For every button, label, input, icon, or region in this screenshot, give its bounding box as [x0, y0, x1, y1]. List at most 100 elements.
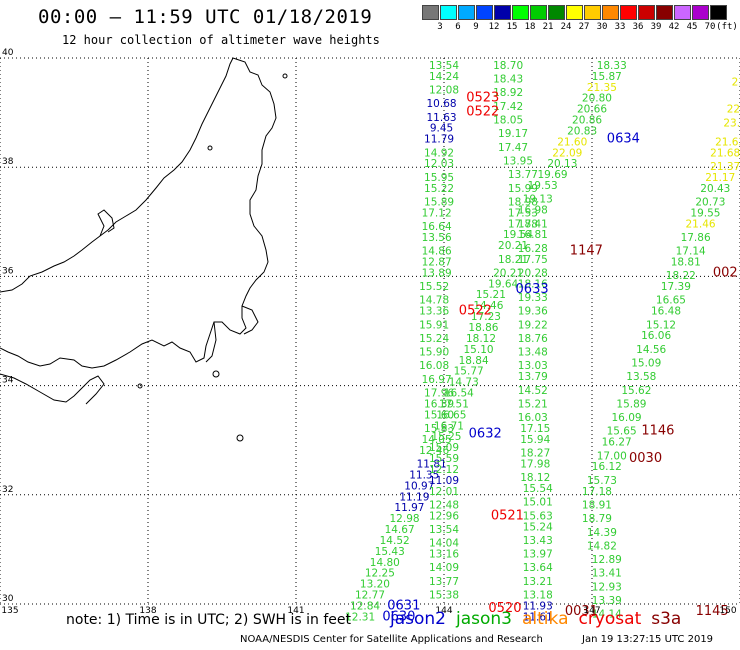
wave-height-value: 21.68	[710, 147, 740, 159]
pass-time-label: 0520	[488, 601, 521, 616]
wave-height-value: 15.99	[508, 183, 538, 195]
wave-height-value: 14.92	[424, 147, 454, 159]
wave-height-value: 22.09	[552, 147, 582, 159]
wave-height-value: 15.65	[607, 426, 637, 438]
wave-height-value: 18.43	[493, 74, 523, 86]
wave-height-value: 20.13	[547, 158, 577, 170]
wave-height-value: 15.62	[621, 385, 651, 397]
wave-height-value: 9.45	[430, 123, 453, 135]
wave-height-value: 21.35	[587, 82, 617, 94]
wave-height-value: 13.39	[592, 595, 622, 607]
wave-height-value: 21.17	[705, 172, 735, 184]
legend-tick-label: 21	[542, 22, 554, 32]
wave-height-value: 16.65	[656, 295, 686, 307]
wave-height-value: 13.48	[518, 347, 548, 359]
wave-height-value: 15.22	[424, 183, 454, 195]
wave-height-value: 14.39	[587, 527, 617, 539]
izu-peninsula	[205, 321, 217, 363]
legend-swatch	[494, 5, 511, 20]
wave-height-value: 14.24	[429, 71, 459, 83]
island-small-c	[137, 383, 143, 389]
wave-height-value: 16.64	[422, 221, 452, 233]
credit-line: NOAA/NESDIS Center for Satellite Applica…	[240, 634, 543, 645]
wave-height-value: 20.21	[498, 240, 528, 252]
wave-height-value: 12.46	[419, 445, 449, 457]
legend-swatch	[458, 5, 475, 20]
generation-timestamp: Jan 19 13:27:15 UTC 2019	[582, 634, 714, 645]
wave-height-value: 15.87	[592, 71, 622, 83]
wave-height-value: 16.06	[641, 330, 671, 342]
satellite-altika-label: altika	[522, 609, 569, 629]
wave-height-value: 17.12	[422, 207, 452, 219]
wave-height-value: 20.43	[700, 183, 730, 195]
wave-height-value: 15.21	[476, 289, 506, 301]
wave-height-value: 17.39	[661, 281, 691, 293]
wave-height-value: 12.12	[429, 464, 459, 476]
honshu-coastline	[0, 57, 277, 369]
wave-height-value: 14.56	[636, 344, 666, 356]
wave-height-value: 14.09	[429, 562, 459, 574]
wave-height-value: 12.03	[424, 158, 454, 170]
wave-height-value: 18.79	[582, 513, 612, 525]
wave-height-value: 21.37	[710, 161, 740, 173]
wave-height-value: 14.14	[592, 609, 622, 621]
wave-height-value: 12.93	[592, 581, 622, 593]
legend-tick-label: 6	[455, 22, 461, 32]
lon-tick-label: 150	[719, 606, 736, 616]
wave-height-value: 16.48	[651, 306, 681, 318]
pass-time-label: 0522	[466, 104, 499, 119]
wave-height-values: 13.5414.2412.0810.6811.639.4511.7914.921…	[345, 60, 740, 623]
legend-tick-label: 15	[506, 22, 518, 32]
wave-height-value: 18.27	[520, 448, 550, 460]
legend-tick-label: 42	[668, 22, 680, 32]
legend-swatch	[692, 5, 709, 20]
wave-height-value: 15.38	[429, 590, 459, 602]
lon-tick-label: 141	[287, 606, 304, 616]
wave-height-value: 19.17	[498, 128, 528, 140]
wave-height-value: 20.73	[695, 196, 725, 208]
wave-height-value: 17.51	[439, 398, 469, 410]
lon-tick-label: 144	[435, 606, 452, 616]
lat-tick-label: 34	[2, 376, 14, 386]
wave-height-value: 17.23	[471, 311, 501, 323]
wave-height-value: 21.46	[686, 218, 716, 230]
wave-height-value: 17.78	[508, 218, 538, 230]
wave-height-value: 14.86	[422, 246, 452, 258]
wave-height-value: 13.77	[429, 576, 459, 588]
wave-height-value: 10.68	[427, 98, 457, 110]
legend-swatch	[710, 5, 727, 20]
wave-height-value: 19.54	[503, 229, 533, 241]
wave-height-value: 14.67	[385, 524, 415, 536]
legend-tick-label: 33	[614, 22, 626, 32]
wave-height-value: 17.47	[498, 142, 528, 154]
legend-tick-label: 3	[437, 22, 443, 32]
wave-height-value: 13.21	[523, 576, 553, 588]
wave-height-value: 20.66	[577, 104, 607, 116]
wave-height-value: 16.12	[592, 461, 622, 473]
wave-height-value: 12.08	[429, 84, 459, 96]
wave-height-value: 14.05	[422, 434, 452, 446]
wave-height-value: 15.63	[523, 510, 553, 522]
wave-height-value: 14.73	[449, 377, 479, 389]
legend-tick-label: 39	[650, 22, 662, 32]
wave-height-value: 20.83	[567, 125, 597, 137]
wave-height-value: 15.43	[375, 546, 405, 558]
wave-height-value: 15.95	[424, 172, 454, 184]
wave-height-value: 17.18	[582, 486, 612, 498]
wave-height-value: 19.36	[518, 306, 548, 318]
wave-height-value: 15.09	[429, 442, 459, 454]
wave-height-value: 16.09	[612, 412, 642, 424]
legend-tick-label: 9	[473, 22, 479, 32]
wave-height-value: 13.77	[508, 169, 538, 181]
wave-height-value: 15.52	[419, 281, 449, 293]
satellite-cryosat-label: cryosat	[578, 609, 642, 629]
wave-height-value: 15.89	[616, 398, 646, 410]
wave-height-value: 13.56	[422, 232, 452, 244]
wave-height-value: 18.41	[518, 218, 548, 230]
wave-height-value: 19.64	[488, 278, 518, 290]
wave-height-value: 13.43	[523, 535, 553, 547]
pass-time-label: 0632	[469, 426, 502, 441]
wave-height-value: 19.22	[518, 319, 548, 331]
wave-height-value: 10.97	[404, 480, 434, 492]
wave-height-value: 12.89	[592, 554, 622, 566]
